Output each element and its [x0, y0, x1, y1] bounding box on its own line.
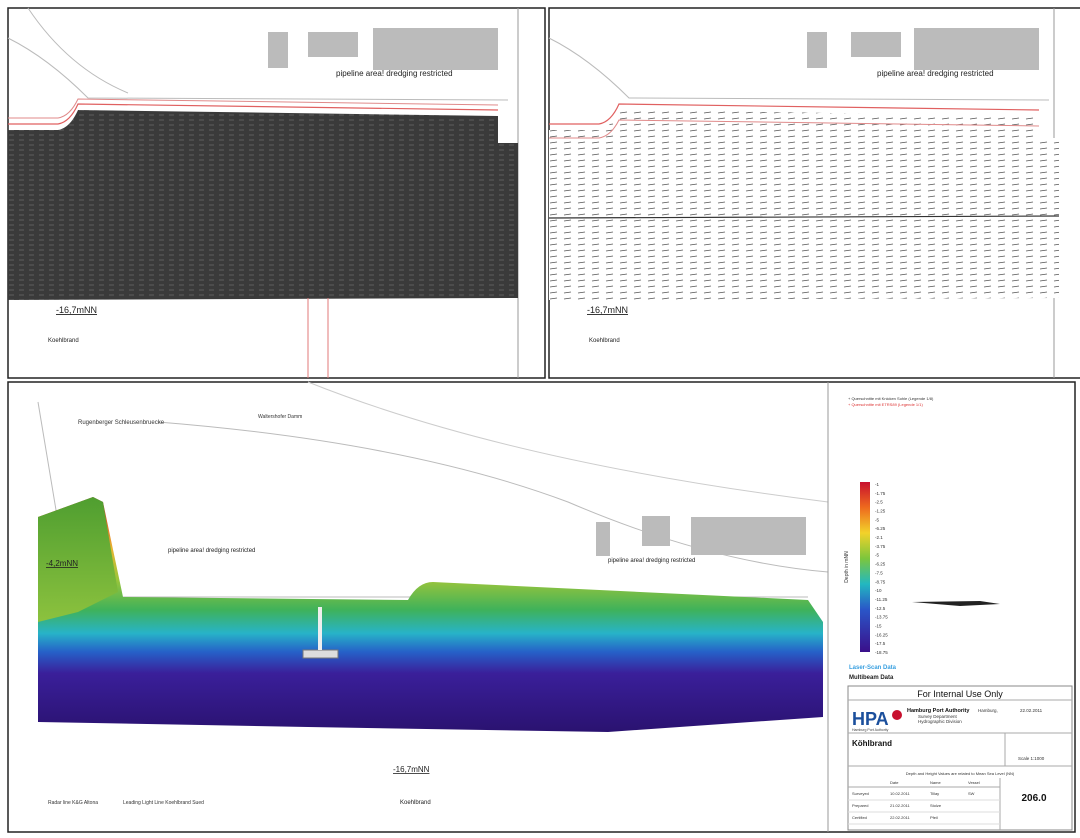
- panel-light: pipeline area! dredging restricted -16,7…: [549, 8, 1080, 378]
- place-label: Koehlbrand: [400, 800, 431, 806]
- scale-label: -1: [875, 482, 879, 487]
- table-cell: Pfeil: [930, 815, 938, 820]
- road-label: Waltershofer Damm: [258, 414, 302, 420]
- scale-label: -10: [875, 588, 882, 593]
- depth-label: -16,7mNN: [587, 305, 628, 315]
- depth-label: -16,7mNN: [56, 305, 97, 315]
- table-cell: 21.02.2011: [890, 803, 910, 808]
- panel-dark: pipeline area! dredging restricted -16,7…: [8, 8, 545, 378]
- table-cell: Certified: [852, 815, 867, 820]
- table-cell: SW: [968, 791, 975, 796]
- table-header: Vessel: [968, 780, 980, 785]
- place-label: Koehlbrand: [589, 338, 620, 344]
- table-cell: Stolze: [930, 803, 942, 808]
- legend-note: + Querschnitte mit ETRS89 (Legende 1/1): [848, 402, 923, 407]
- area: Köhlbrand: [852, 739, 892, 748]
- depth-label: -16,7mNN: [393, 765, 430, 774]
- table-cell: 22.02.2011: [890, 815, 910, 820]
- division: Hydrographic Division: [918, 719, 962, 724]
- color-scale: [860, 482, 870, 652]
- depth-label: -4,2mNN: [46, 559, 78, 568]
- scale-label: -15: [875, 623, 882, 628]
- city: Hamburg,: [978, 708, 998, 713]
- bridge-label: Rugenberger Schleusenbruecke: [78, 420, 165, 426]
- scale-label: -12.5: [875, 606, 886, 611]
- scale-label: -13.75: [875, 615, 888, 620]
- legend-note: + Querschnitte mit Knicken Sohle (Legend…: [848, 396, 934, 401]
- logo-sub: Hamburg Port Authority: [852, 728, 889, 732]
- scale-label: -7.5: [875, 570, 883, 575]
- scale-label: -17.5: [875, 641, 886, 646]
- sheet: 206.0: [1021, 793, 1046, 804]
- logo: HPA: [852, 709, 889, 729]
- scale-title: Depth in mNN: [844, 551, 850, 583]
- scale-label: -18.75: [875, 650, 888, 655]
- laser-label: Laser-Scan Data: [849, 665, 897, 671]
- date: 22.02.2011: [1020, 708, 1043, 713]
- pipeline-label: pipeline area! dredging restricted: [608, 558, 695, 564]
- scale-label: -16.25: [875, 632, 888, 637]
- notice: For Internal Use Only: [917, 689, 1003, 699]
- scale-label: -6.25: [875, 526, 886, 531]
- table-header: Name: [930, 780, 941, 785]
- radar-label: Radar line K&G Altona: [48, 800, 98, 806]
- scale-label: -6.25: [875, 562, 886, 567]
- scale-label: -5: [875, 553, 879, 558]
- scale-label: -5: [875, 517, 879, 522]
- scale-label: -2.5: [875, 500, 883, 505]
- reference: Depth and Height Values are related to M…: [906, 771, 1015, 776]
- scale-label: -11.25: [875, 597, 888, 602]
- pipeline-label: pipeline area! dredging restricted: [336, 69, 453, 78]
- multibeam-label: Multibeam Data: [849, 675, 894, 681]
- table-header: Date: [890, 780, 899, 785]
- leading-label: Leading Light Line Koehlbrand Sued: [123, 800, 204, 806]
- table-cell: Surveyed: [852, 791, 869, 796]
- scale-label: -8.75: [875, 579, 886, 584]
- pipeline-label: pipeline area! dredging restricted: [877, 69, 994, 78]
- map-sheet: pipeline area! dredging restricted -16,7…: [0, 0, 1080, 838]
- scale: Scale 1:1000: [1018, 756, 1045, 761]
- title-block: For Internal Use Only HPA Hamburg Port A…: [848, 686, 1072, 830]
- table-cell: Tillay: [930, 791, 939, 796]
- page: pipeline area! dredging restricted -16,7…: [0, 0, 1080, 838]
- place-label: Koehlbrand: [48, 338, 79, 344]
- pipeline-label: pipeline area! dredging restricted: [168, 548, 255, 554]
- table-cell: 10.02.2011: [890, 791, 910, 796]
- scale-label: -3.75: [875, 544, 886, 549]
- scale-label: -2.1: [875, 535, 883, 540]
- table-cell: Prepared: [852, 803, 868, 808]
- scale-label: -1.75: [875, 491, 886, 496]
- scale-label: -1.25: [875, 509, 886, 514]
